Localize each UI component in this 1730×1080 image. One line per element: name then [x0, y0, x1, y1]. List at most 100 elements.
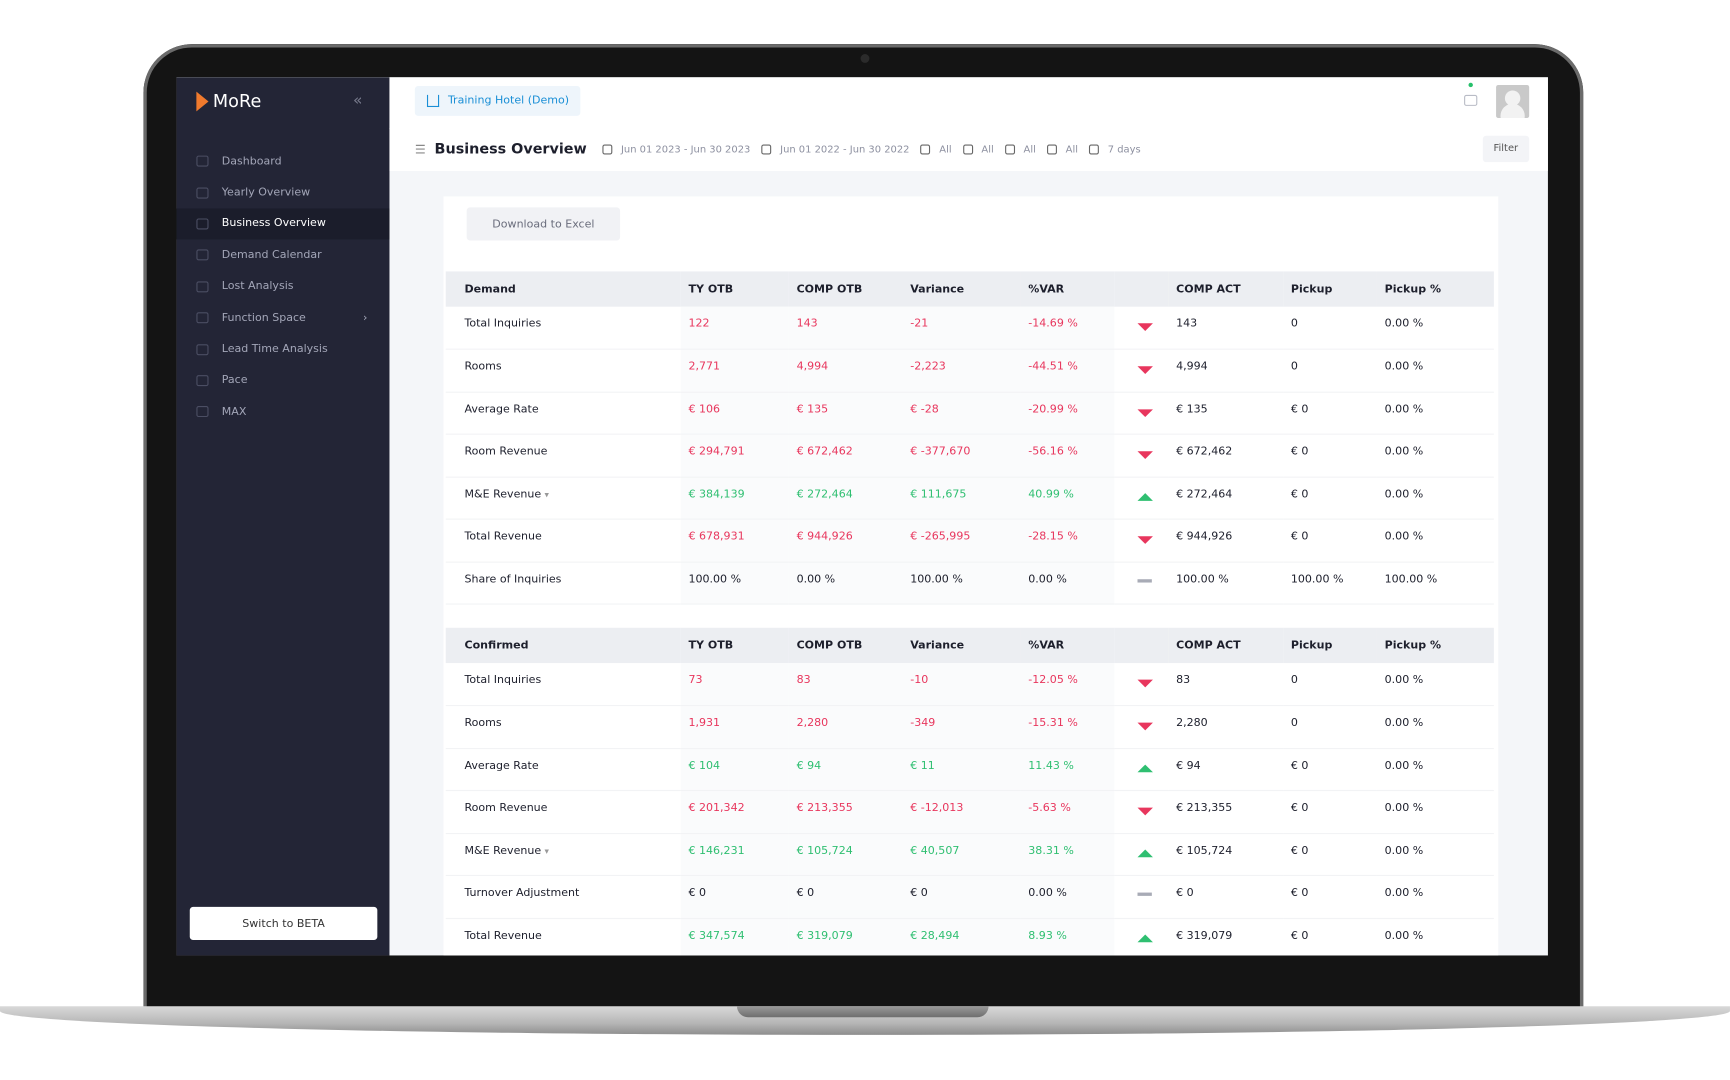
- row-label: M&E Revenue ▾: [445, 476, 681, 520]
- column-header: Confirmed: [445, 627, 681, 664]
- cell-text: 0: [1290, 317, 1298, 330]
- cell-text: € 294,791: [688, 445, 745, 458]
- menu-icon[interactable]: ☰: [414, 142, 426, 157]
- download-button[interactable]: Download to Excel: [466, 207, 621, 241]
- column-header: Variance: [902, 627, 1021, 664]
- cell: -2,223: [902, 349, 1021, 393]
- filter-icon: [602, 144, 613, 155]
- topbar: Training Hotel (Demo): [389, 77, 1548, 130]
- cell-text: € 0: [796, 887, 815, 900]
- cell: 2,280: [788, 705, 903, 749]
- cell: € 0: [1283, 832, 1377, 877]
- beta-button[interactable]: Switch to BETA: [189, 906, 378, 941]
- dropdown-caret[interactable]: ▾: [544, 845, 549, 856]
- filter-chip[interactable]: All: [962, 144, 994, 155]
- cell-text: 122: [688, 317, 710, 330]
- nav-icon: [196, 249, 209, 261]
- filter-chip[interactable]: All: [1004, 144, 1036, 155]
- cell: 4,994: [788, 349, 903, 393]
- cell-text: € 0: [1290, 802, 1309, 815]
- nav-item[interactable]: Function Space ›: [177, 302, 390, 333]
- filter-chip[interactable]: All: [920, 144, 952, 155]
- cell-text: 0: [1290, 674, 1298, 687]
- cell-text: 100.00 %: [688, 573, 742, 586]
- row-label: Room Revenue: [445, 434, 681, 478]
- table-row: Rooms 1,931 2,280 -349 -15.31 % 2,280 0 0.00 %: [445, 705, 1494, 749]
- dropdown-caret[interactable]: ▾: [544, 489, 549, 500]
- cell: € 294,791: [680, 434, 789, 478]
- cell-text: 0.00 %: [1384, 317, 1424, 330]
- cell-text: 8.93 %: [1028, 929, 1067, 942]
- cell-text: 4,994: [1176, 360, 1208, 373]
- cell-text: € 40,507: [910, 844, 960, 857]
- nav-label: Lost Analysis: [221, 280, 294, 293]
- logo[interactable]: MoRe: [196, 90, 261, 111]
- cell: € -265,995: [902, 519, 1021, 563]
- cell: € 0: [1283, 748, 1377, 792]
- cell: 100.00 %: [1168, 561, 1284, 605]
- cell: € 0: [1283, 875, 1377, 919]
- collapse-button[interactable]: «: [353, 91, 363, 110]
- nav-icon: [196, 155, 209, 167]
- avatar[interactable]: [1496, 84, 1530, 119]
- cell: 0: [1283, 663, 1377, 707]
- cell: 8.93 %: [1020, 917, 1115, 956]
- filter-chip[interactable]: 7 days: [1089, 144, 1141, 155]
- nav-item[interactable]: MAX: [177, 396, 390, 427]
- hotel-name: Training Hotel (Demo): [447, 94, 570, 108]
- cell-text: 0.00 %: [1384, 759, 1424, 772]
- trend-icon: [1136, 451, 1153, 459]
- nav-item[interactable]: Business Overview: [176, 208, 390, 240]
- filter-label: Filter: [1493, 143, 1519, 155]
- column-header: Pickup %: [1376, 271, 1494, 307]
- filter-button[interactable]: Filter: [1482, 135, 1530, 163]
- cell: -14.69 %: [1020, 306, 1115, 350]
- trend-icon: [1136, 492, 1153, 501]
- cell: 0.00 %: [1376, 434, 1494, 478]
- cell-text: 40.99 %: [1028, 488, 1074, 501]
- cell: € 944,926: [1168, 519, 1284, 563]
- nav-item[interactable]: Dashboard: [177, 146, 390, 177]
- cell-text: 1,931: [688, 717, 721, 730]
- nav-icon: [196, 281, 209, 293]
- filter-chip[interactable]: Jun 01 2023 - Jun 30 2023: [602, 144, 750, 155]
- cell: 0.00 %: [1376, 519, 1494, 563]
- cell-text: 0.00 %: [1384, 403, 1424, 416]
- cell-text: 2,771: [688, 360, 721, 373]
- nav-label: MAX: [221, 405, 247, 418]
- cell-text: 100.00 %: [910, 573, 963, 586]
- messages-icon[interactable]: [1464, 94, 1478, 106]
- hotel-chip[interactable]: Training Hotel (Demo): [414, 86, 581, 116]
- cell-text: € 135: [1176, 403, 1208, 416]
- nav-item[interactable]: Yearly Overview: [177, 177, 390, 208]
- cell: -21: [902, 306, 1021, 350]
- nav-label: Business Overview: [221, 217, 326, 231]
- cell-text: 4,994: [796, 360, 829, 373]
- cell-text: Total Revenue: [464, 530, 542, 543]
- table-row: M&E Revenue ▾ € 146,231 € 105,724 € 40,507 38…: [445, 832, 1494, 877]
- cell: 0: [1283, 349, 1377, 393]
- nav-item[interactable]: Demand Calendar: [177, 240, 390, 271]
- cell-text: € -377,670: [910, 445, 971, 458]
- nav-item[interactable]: Pace: [177, 365, 390, 396]
- filter-chip[interactable]: Jun 01 2022 - Jun 30 2022: [761, 144, 910, 155]
- cell-text: € 0: [1290, 488, 1309, 501]
- column-header: Variance: [902, 271, 1021, 307]
- cell-text: 0.00 %: [1384, 887, 1424, 900]
- nav-icon: [196, 343, 209, 355]
- nav-item[interactable]: Lost Analysis: [177, 271, 390, 302]
- cell-text: € 146,231: [688, 844, 745, 857]
- trend-icon: [1136, 366, 1153, 375]
- cell: € 672,462: [788, 434, 903, 478]
- filter-icon: [920, 144, 931, 155]
- column-header: TY OTB: [680, 271, 789, 307]
- row-label: Average Rate: [445, 748, 681, 792]
- cell-text: € 0: [1290, 844, 1309, 857]
- filter-chip[interactable]: All: [1046, 144, 1078, 155]
- nav-item[interactable]: Lead Time Analysis: [177, 334, 390, 365]
- table-row: Total Inquiries 73 83 -10 -12.05 % 83 0 0.00 %: [445, 663, 1494, 707]
- cell: € 944,926: [788, 519, 903, 563]
- cell: € 201,342: [680, 790, 789, 834]
